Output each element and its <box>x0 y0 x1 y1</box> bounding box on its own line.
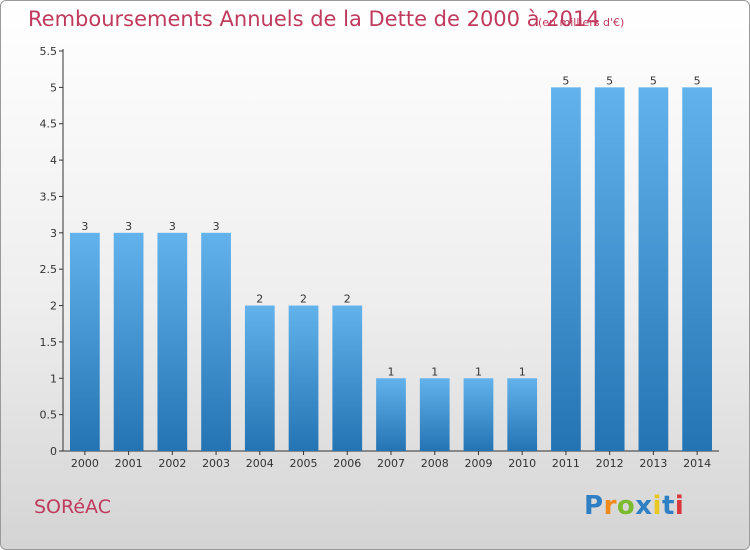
bar-2008 <box>419 378 450 451</box>
data-label-2002: 3 <box>169 220 176 233</box>
y-tick-label: 0.5 <box>40 409 58 422</box>
y-tick-label: 3.5 <box>40 190 58 203</box>
y-tick-label: 2 <box>50 300 57 313</box>
logo-letter: x <box>635 491 653 521</box>
x-tick-label: 2011 <box>552 457 580 470</box>
data-label-2011: 5 <box>562 74 569 87</box>
x-tick-label: 2004 <box>246 457 274 470</box>
logo-letter: r <box>603 491 617 521</box>
bar-2011 <box>551 87 581 451</box>
axes: 0 0.5 1 1.5 2 2.5 3 3.5 4 4.5 5 5.5 2000 2001 2002 2003… <box>40 45 719 470</box>
x-tick-label: 2008 <box>421 457 449 470</box>
bar-2002 <box>157 232 188 451</box>
bar-2014 <box>682 87 713 451</box>
bars <box>69 87 713 451</box>
x-tick-label: 2007 <box>377 457 405 470</box>
bar-2010 <box>507 378 538 451</box>
proxiti-logo: Proxiti <box>584 491 684 521</box>
y-tick-label: 0 <box>50 445 57 458</box>
data-label-2008: 1 <box>431 365 438 378</box>
data-label-2006: 2 <box>344 293 351 306</box>
y-tick-label: 4 <box>50 154 57 167</box>
y-tick-label: 1 <box>50 372 57 385</box>
data-label-2010: 1 <box>519 365 526 378</box>
commune-name: SORéAC <box>34 496 111 518</box>
bar-2006 <box>332 305 363 451</box>
x-tick-label: 2014 <box>683 457 711 470</box>
y-tick-label: 4.5 <box>40 118 58 131</box>
y-tick-label: 1.5 <box>40 336 58 349</box>
x-tick-label: 2005 <box>290 457 318 470</box>
data-label-2009: 1 <box>475 365 482 378</box>
bar-2013 <box>638 87 669 451</box>
data-label-2014: 5 <box>694 74 701 87</box>
x-tick-label: 2009 <box>464 457 492 470</box>
y-tick-label: 3 <box>50 227 57 240</box>
bar-2007 <box>376 378 406 451</box>
bar-2009 <box>463 378 494 451</box>
bar-2005 <box>288 305 319 451</box>
data-label-2000: 3 <box>81 220 88 233</box>
data-label-2012: 5 <box>606 74 613 87</box>
x-tick-label: 2001 <box>115 457 143 470</box>
data-label-2007: 1 <box>388 365 395 378</box>
data-label-2004: 2 <box>256 293 263 306</box>
data-label-2013: 5 <box>650 74 657 87</box>
x-tick-label: 2002 <box>158 457 186 470</box>
logo-letter: i <box>652 491 662 521</box>
x-tick-label: 2006 <box>333 457 361 470</box>
x-tick-label: 2013 <box>639 457 667 470</box>
y-tick-label: 2.5 <box>40 263 58 276</box>
data-label-2005: 2 <box>300 293 307 306</box>
data-label-2001: 3 <box>125 220 132 233</box>
y-tick-label: 5 <box>50 81 57 94</box>
x-tick-label: 2003 <box>202 457 230 470</box>
logo-letter: o <box>616 491 636 521</box>
data-labels: 3 3 3 3 2 2 2 1 1 1 1 5 5 5 5 <box>81 74 700 378</box>
logo-letter: i <box>674 491 685 521</box>
x-tick-label: 2012 <box>596 457 624 470</box>
x-tick-label: 2000 <box>71 457 99 470</box>
bar-2003 <box>201 232 231 451</box>
y-tick-label: 5.5 <box>40 45 58 58</box>
bar-2004 <box>244 305 275 451</box>
bar-2012 <box>594 87 625 451</box>
x-tick-label: 2010 <box>508 457 536 470</box>
logo-letter: P <box>584 491 604 521</box>
chart-title: Remboursements Annuels de la Dette de 20… <box>28 7 600 31</box>
bar-2000 <box>69 232 100 451</box>
bar-2001 <box>113 232 144 451</box>
chart-subtitle: (en milliers d'€) <box>538 16 625 29</box>
data-label-2003: 3 <box>213 220 220 233</box>
logo-letter: t <box>661 491 675 521</box>
